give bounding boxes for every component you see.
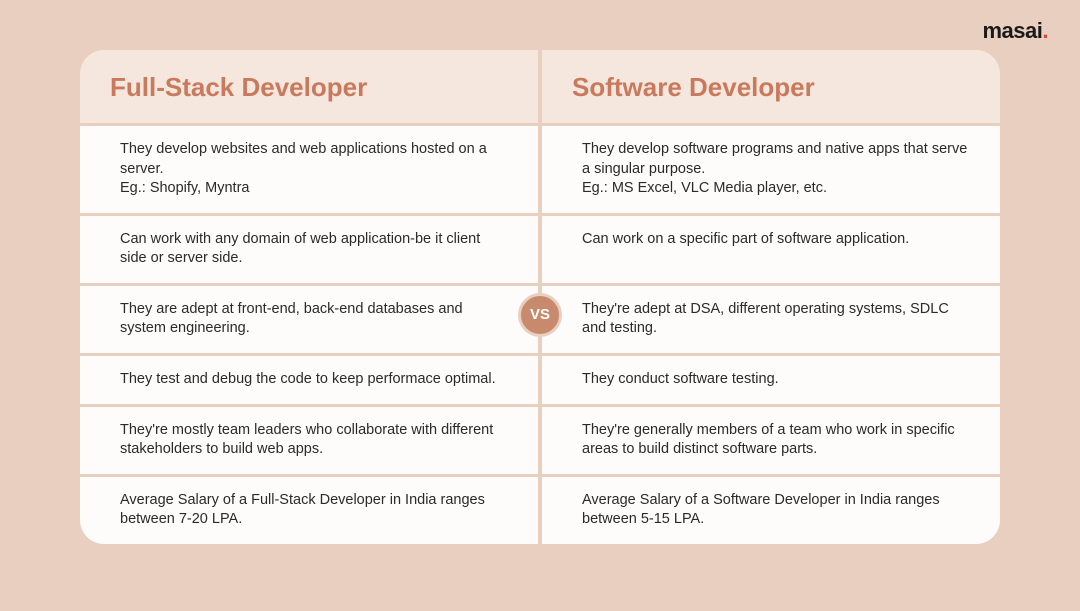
cell-text: They develop software programs and nativ… [582, 140, 970, 199]
brand-name: masai [982, 18, 1042, 43]
cell-software: They're adept at DSA, different operatin… [542, 286, 1000, 353]
vs-badge: VS [518, 293, 562, 337]
cell-fullstack: They are adept at front-end, back-end da… [80, 286, 538, 353]
cell-text: Can work with any domain of web applicat… [120, 230, 508, 269]
cell-text: They test and debug the code to keep per… [120, 370, 508, 390]
vs-label: VS [530, 306, 550, 323]
column-header-fullstack: Full-Stack Developer [80, 50, 538, 123]
cell-text: They are adept at front-end, back-end da… [120, 300, 508, 339]
cell-software: Can work on a specific part of software … [542, 216, 1000, 283]
table-row: Can work with any domain of web applicat… [80, 216, 1000, 283]
cell-text: They're adept at DSA, different operatin… [582, 300, 970, 339]
cell-text: They're generally members of a team who … [582, 421, 970, 460]
cell-text: Can work on a specific part of software … [582, 230, 970, 250]
cell-fullstack: Can work with any domain of web applicat… [80, 216, 538, 283]
column-header-software: Software Developer [542, 50, 1000, 123]
cell-software: They develop software programs and nativ… [542, 126, 1000, 213]
cell-software: Average Salary of a Software Developer i… [542, 477, 1000, 544]
cell-software: They conduct software testing. [542, 356, 1000, 404]
cell-text: Average Salary of a Full-Stack Developer… [120, 491, 508, 530]
cell-text: They conduct software testing. [582, 370, 970, 390]
cell-fullstack: They're mostly team leaders who collabor… [80, 407, 538, 474]
table-row: They develop websites and web applicatio… [80, 126, 1000, 213]
cell-software: They're generally members of a team who … [542, 407, 1000, 474]
brand-dot: . [1042, 18, 1048, 43]
table-header-row: Full-Stack Developer Software Developer [80, 50, 1000, 123]
table-row: They test and debug the code to keep per… [80, 356, 1000, 404]
comparison-table: Full-Stack Developer Software Developer … [80, 50, 1000, 544]
brand-logo: masai. [982, 18, 1048, 44]
cell-fullstack: They test and debug the code to keep per… [80, 356, 538, 404]
cell-fullstack: Average Salary of a Full-Stack Developer… [80, 477, 538, 544]
cell-text: They're mostly team leaders who collabor… [120, 421, 508, 460]
table-row: Average Salary of a Full-Stack Developer… [80, 477, 1000, 544]
cell-text: They develop websites and web applicatio… [120, 140, 508, 199]
cell-text: Average Salary of a Software Developer i… [582, 491, 970, 530]
cell-fullstack: They develop websites and web applicatio… [80, 126, 538, 213]
table-row: They're mostly team leaders who collabor… [80, 407, 1000, 474]
